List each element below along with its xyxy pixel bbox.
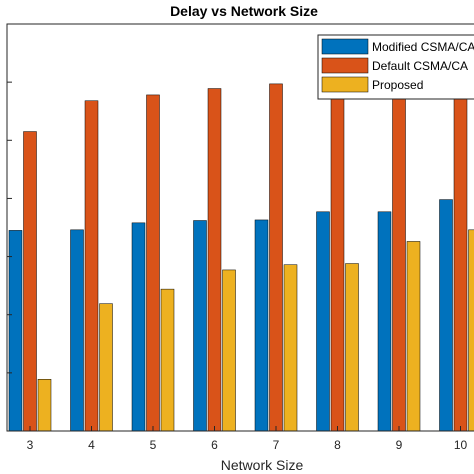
x-axis-ticks: 3 4 5 6 7 8 9 10	[27, 426, 468, 452]
legend-swatch-proposed	[321, 76, 369, 93]
chart-title: Delay vs Network Size	[170, 3, 318, 19]
x-axis-label: Network Size	[221, 457, 304, 473]
x-tick-label: 5	[150, 438, 157, 452]
bar-modified-3	[8, 230, 23, 432]
bar-modified-10	[439, 199, 453, 432]
bar-modified-7	[254, 219, 269, 432]
bar-proposed-8	[345, 263, 359, 432]
bar-default-7	[269, 83, 283, 432]
bar-modified-4	[70, 229, 84, 432]
bar-proposed-6	[222, 269, 236, 432]
bar-default-5	[146, 94, 160, 432]
x-tick-label: 9	[396, 438, 403, 452]
x-tick-label: 4	[88, 438, 95, 452]
bar-modified-5	[131, 222, 146, 432]
bars-layer	[8, 78, 474, 432]
legend-swatch-modified	[321, 38, 369, 55]
bar-modified-8	[316, 211, 330, 432]
bar-proposed-3	[37, 379, 52, 432]
plot-area-frame	[6, 23, 474, 432]
bar-modified-6	[193, 220, 207, 432]
legend-label-modified: Modified CSMA/CA	[372, 40, 474, 54]
bar-proposed-10	[468, 229, 474, 432]
bar-default-10	[453, 78, 468, 432]
bar-proposed-5	[160, 288, 175, 432]
legend-swatch-default	[321, 57, 369, 74]
bar-proposed-7	[283, 264, 298, 432]
bar-proposed-4	[99, 303, 113, 432]
bar-modified-9	[377, 211, 392, 432]
legend-label-default: Default CSMA/CA	[372, 59, 468, 73]
bar-default-8	[330, 88, 345, 432]
bar-default-6	[207, 88, 222, 432]
bar-default-9	[392, 88, 406, 432]
legend: Modified CSMA/CA Default CSMA/CA Proposed	[317, 34, 474, 100]
bar-proposed-9	[406, 241, 421, 432]
bar-default-4	[84, 100, 99, 432]
y-axis-ticks	[7, 23, 12, 432]
bar-default-3	[23, 131, 37, 432]
x-tick-label: 10	[454, 438, 468, 452]
x-tick-label: 8	[334, 438, 341, 452]
legend-label-proposed: Proposed	[372, 78, 423, 92]
x-tick-label: 7	[273, 438, 280, 452]
x-tick-label: 6	[211, 438, 218, 452]
x-tick-label: 3	[27, 438, 34, 452]
